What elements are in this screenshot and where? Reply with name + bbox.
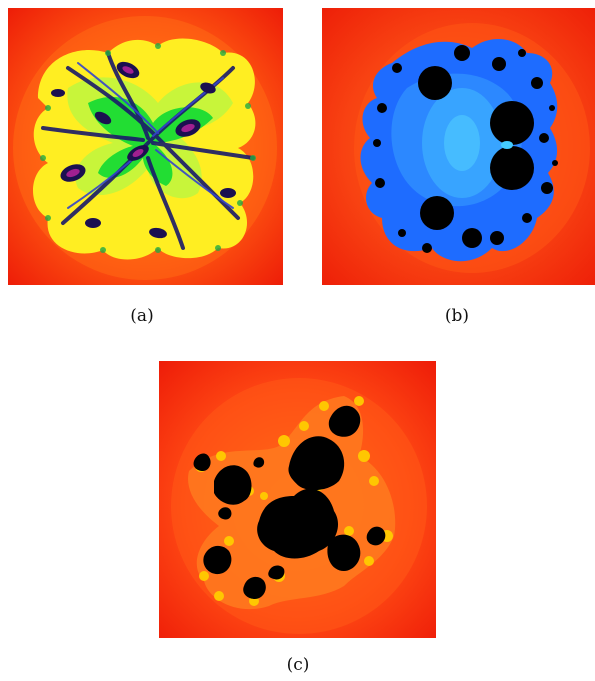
caption-c: (c) (286, 655, 310, 675)
fractal-image-c (159, 361, 436, 638)
caption-a: (a) (130, 306, 154, 326)
fractal-image-b (322, 8, 595, 285)
caption-b: (b) (444, 306, 470, 326)
fractal-image-a (8, 8, 283, 285)
